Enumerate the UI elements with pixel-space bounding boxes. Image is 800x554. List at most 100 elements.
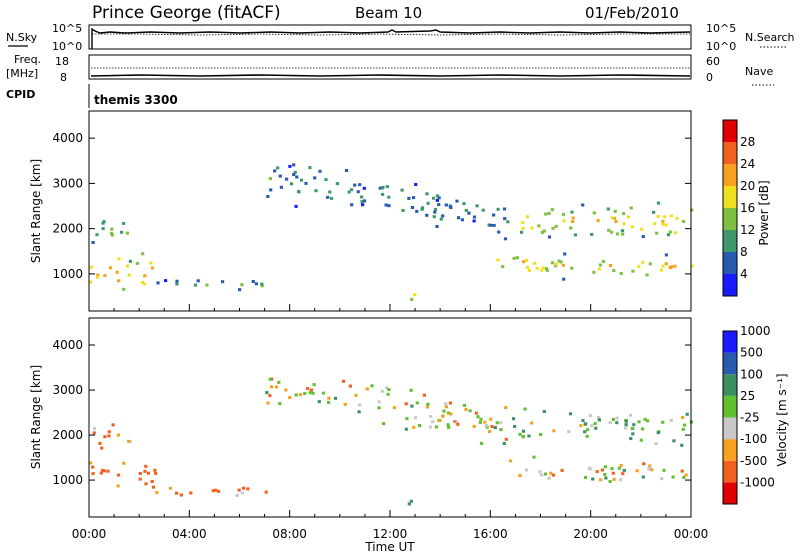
velocity-cell [175,491,179,495]
velocity-cell [650,468,654,472]
velocity-cell [444,402,448,406]
velocity-cell [111,423,115,427]
power-cell [295,175,299,179]
power-cell [122,287,126,291]
nave-tick-low: 0 [706,71,713,84]
power-cell [318,169,322,173]
velocity-cell [321,391,326,395]
velocity-colorbar-segment [723,417,737,440]
power-cell [292,163,296,167]
velocity-cell [211,489,215,493]
velocity-cell [656,431,660,435]
power-cell [205,283,209,287]
velocity-cell [504,437,508,441]
power-cell [380,186,385,190]
beam-title: Beam 10 [355,4,422,22]
power-colorbar-segment [723,230,737,252]
power-cell [175,279,179,283]
power-cell [328,190,332,194]
power-cell [503,217,507,221]
velocity-cell [579,424,583,428]
station-title: Prince George (fitACF) [92,3,281,23]
power-cell [668,230,672,234]
x-tick-label: 00:00 [674,527,709,541]
velocity-cell [542,410,546,413]
velocity-cell [619,464,623,467]
power-cell [425,192,429,196]
power-cell [96,273,100,277]
power-cell [663,215,667,219]
velocity-cell [377,406,381,410]
velocity-cell [268,394,272,398]
velocity-cell [418,424,422,427]
velocity-cell [628,413,633,417]
power-cell [350,203,354,207]
velocity-cell [168,486,172,490]
power-cell [344,169,349,172]
power-cell [400,188,404,192]
power-cell [151,266,155,270]
velocity-cell [303,391,307,395]
velocity-cell [594,426,598,430]
power-ytick-label: 2000 [52,222,83,236]
power-cell [297,190,301,193]
velocity-cell [600,468,604,472]
velocity-cell [484,424,488,428]
velocity-cell [637,420,641,424]
velocity-cell [143,469,147,473]
velocity-cell [583,430,587,434]
noise-right-label: N.Search [745,31,795,44]
velocity-cell [269,385,274,389]
power-ytick-label: 1000 [52,267,83,281]
power-cell [571,216,575,220]
power-cell [455,199,459,203]
velocity-cell [146,471,150,475]
velocity-cell [681,416,685,420]
power-cell [89,280,93,284]
velocity-cell [348,384,352,388]
velocity-cell [643,417,647,421]
power-cell [541,266,545,270]
power-cell [254,282,258,286]
velocity-cell [268,377,272,381]
power-cell [661,264,665,268]
velocity-cell [426,402,430,406]
power-ytick-label: 4000 [52,131,83,145]
power-colorbar-segment [723,164,737,186]
power-cell [308,166,312,170]
velocity-cell [608,480,612,483]
power-cell [441,214,445,218]
velocity-cell [392,406,396,410]
power-cell [544,267,548,271]
power-cell [196,279,200,283]
power-cell [142,282,147,286]
velocity-colorbar-segment [723,439,737,461]
power-colorbar-tick: 4 [740,267,748,281]
power-cell [597,267,601,271]
velocity-ytick-label: 3000 [52,383,83,397]
velocity-cell [333,396,338,400]
power-cell [415,209,419,213]
power-cell [407,196,411,200]
velocity-colorbar-tick: 500 [740,346,763,360]
velocity-cell [246,487,250,491]
power-cell [612,216,617,220]
power-cell [95,233,99,237]
velocity-cell [584,422,588,426]
x-tick-label: 00:00 [72,527,107,541]
power-cell [606,207,610,211]
power-cell [101,227,105,231]
velocity-colorbar-tick: -25 [740,411,760,425]
freq-panel: Freq. [MHz] 18 8 60 0 Nave [6,53,774,86]
power-cell [362,186,366,190]
power-cell [285,177,289,181]
velocity-cell [242,486,246,490]
velocity-cell [100,446,104,450]
velocity-cell [493,426,497,429]
power-cell [120,230,124,234]
velocity-cell [490,425,494,429]
cpid-panel: CPID themis 3300 [6,84,178,108]
power-cell [614,220,618,223]
x-tick-label: 12:00 [373,527,408,541]
velocity-colorbar-tick: -100 [740,432,767,446]
